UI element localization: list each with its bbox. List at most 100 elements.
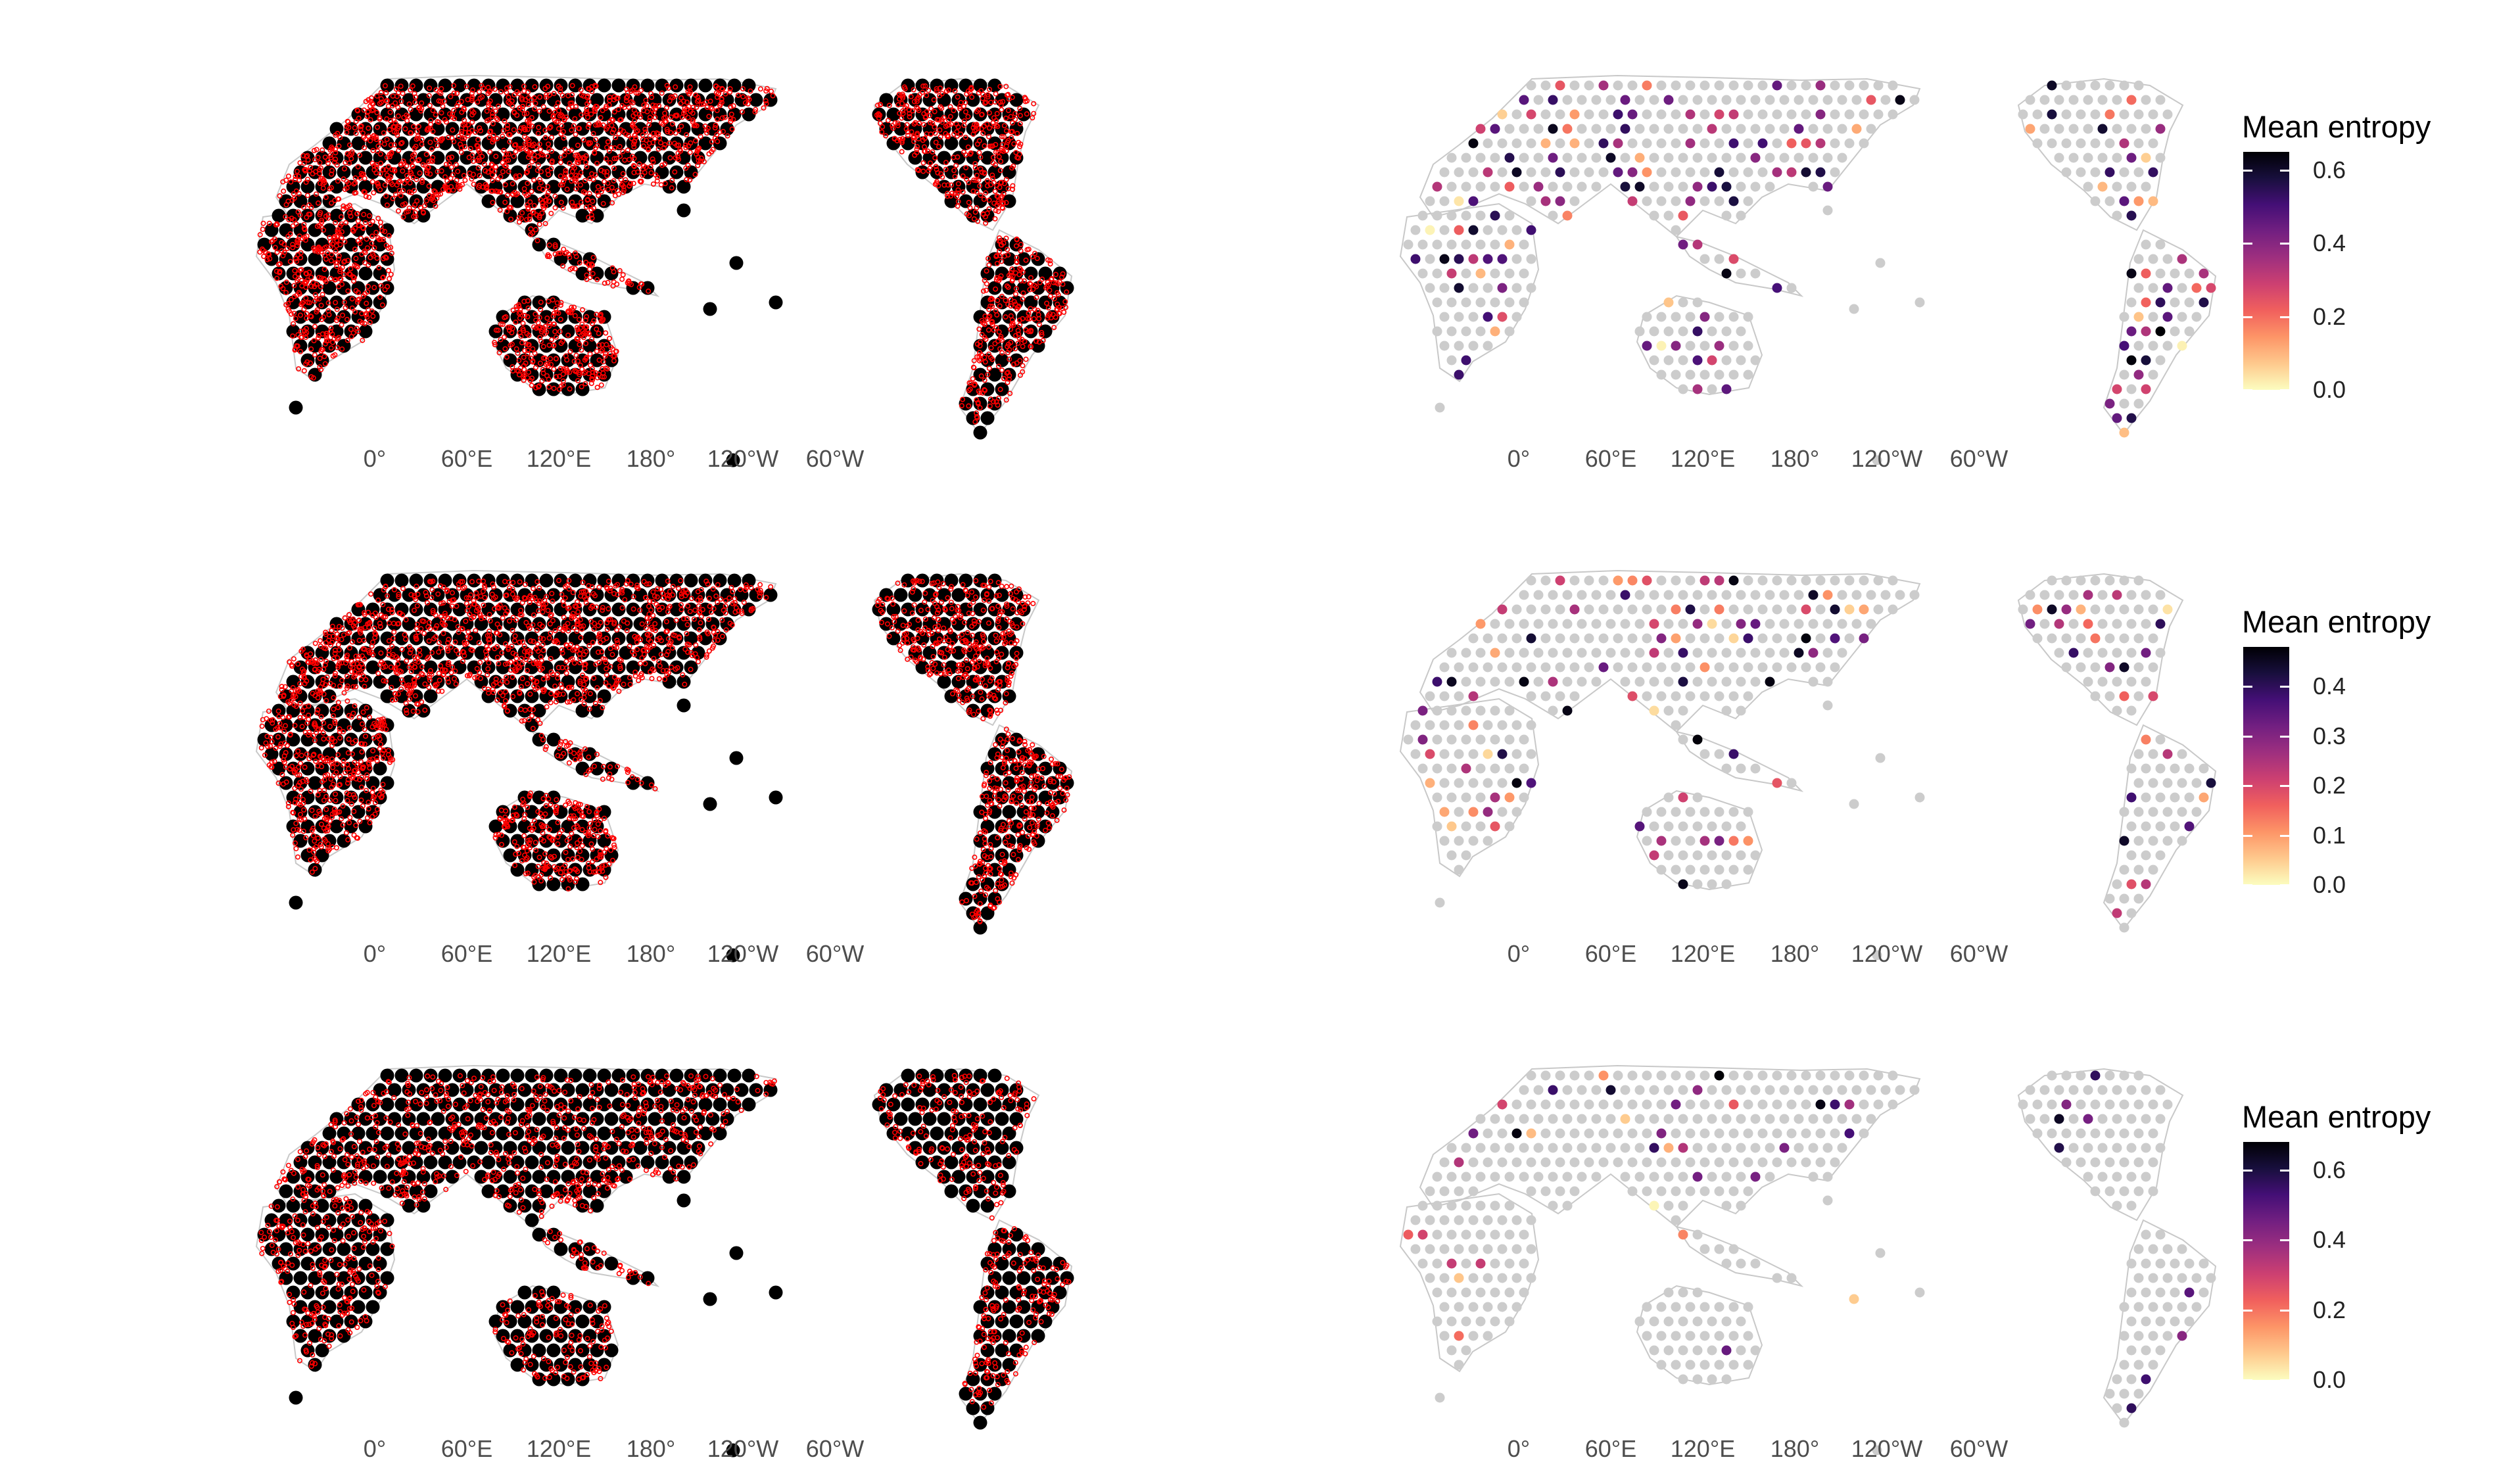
occurrence-point	[530, 230, 536, 236]
grid-point	[460, 588, 474, 602]
occurrence-point	[1018, 267, 1024, 273]
entropy-point	[1410, 254, 1421, 264]
occurrence-point	[524, 202, 530, 208]
occurrence-point	[600, 201, 606, 206]
grid-point	[886, 631, 901, 646]
occurrence-point	[520, 326, 526, 332]
occurrence-point	[453, 162, 459, 168]
entropy-point	[1642, 109, 1652, 120]
entropy-point	[2162, 283, 2173, 293]
occurrence-point	[526, 342, 532, 348]
occurrence-point	[617, 144, 623, 150]
occurrence-point	[997, 168, 1003, 174]
entropy-point	[2155, 326, 2166, 337]
occurrence-point	[336, 253, 342, 259]
occurrence-point	[994, 183, 1000, 189]
entropy-point	[1461, 326, 1471, 337]
occurrence-point	[281, 188, 287, 194]
occurrence-point	[569, 127, 575, 133]
occurrence-point	[583, 331, 589, 337]
occurrence-point	[974, 172, 980, 178]
entropy-point	[2155, 355, 2166, 366]
grid-point	[329, 295, 344, 310]
occurrence-point	[560, 371, 566, 377]
occurrence-point	[266, 708, 272, 714]
entropy-point	[1417, 239, 1428, 250]
entropy-point	[1497, 167, 1508, 178]
occurrence-point	[995, 580, 1001, 586]
occurrence-point	[401, 114, 407, 120]
entropy-point	[2112, 181, 2122, 192]
entropy-point	[1736, 124, 1746, 134]
longitude-tick-label: 120°E	[527, 445, 591, 472]
entropy-point	[1577, 124, 1587, 134]
occurrence-point	[604, 145, 609, 151]
entropy-point	[1837, 153, 1847, 163]
entropy-point	[1873, 109, 1884, 120]
occurrence-point	[908, 93, 914, 99]
occurrence-point	[513, 304, 519, 310]
occurrence-point	[479, 615, 485, 621]
occurrence-point	[554, 104, 559, 110]
occurrence-point	[525, 192, 531, 198]
occurrence-point	[383, 193, 389, 199]
occurrence-point	[273, 746, 279, 751]
occurrence-point	[369, 756, 375, 762]
occurrence-point	[567, 369, 573, 375]
occurrence-point	[302, 279, 308, 285]
occurrence-point	[668, 114, 674, 120]
occurrence-point	[631, 156, 637, 162]
occurrence-point	[932, 130, 938, 136]
occurrence-point	[999, 258, 1005, 264]
occurrence-point	[371, 190, 377, 196]
occurrence-point	[986, 262, 992, 268]
occurrence-point	[567, 254, 573, 260]
occurrence-point	[560, 382, 566, 388]
entropy-point	[2112, 413, 2122, 423]
entropy-point	[1605, 95, 1616, 105]
occurrence-point	[346, 142, 352, 148]
occurrence-point	[980, 288, 986, 294]
occurrence-point	[1026, 247, 1032, 252]
occurrence-point	[587, 204, 593, 210]
occurrence-point	[960, 396, 966, 402]
occurrence-point	[376, 265, 382, 271]
occurrence-point	[535, 162, 541, 168]
occurrence-point	[323, 331, 329, 337]
occurrence-point	[556, 250, 561, 256]
occurrence-point	[631, 138, 637, 144]
occurrence-point	[315, 835, 321, 841]
entropy-point	[1562, 124, 1573, 134]
occurrence-point	[594, 375, 600, 381]
grid-point	[322, 223, 337, 237]
occurrence-point	[544, 193, 550, 199]
occurrence-point	[461, 135, 467, 141]
occurrence-point	[911, 87, 916, 93]
occurrence-point	[611, 279, 617, 285]
occurrence-point	[392, 167, 398, 173]
entropy-point	[2047, 80, 2057, 91]
grid-point	[944, 602, 959, 617]
occurrence-point	[1047, 287, 1053, 293]
occurrence-point	[321, 275, 327, 281]
occurrence-point	[303, 295, 309, 301]
occurrence-point	[323, 807, 329, 813]
occurrence-point	[959, 662, 965, 668]
occurrence-point	[485, 672, 490, 678]
entropy-point	[2104, 196, 2115, 206]
occurrence-point	[503, 314, 509, 320]
occurrence-point	[604, 103, 609, 109]
entropy-point	[1671, 341, 1681, 351]
occurrence-point	[374, 758, 380, 764]
entropy-point	[2097, 181, 2108, 192]
occurrence-point	[443, 161, 449, 167]
occurrence-point	[589, 366, 595, 372]
occurrence-point	[1015, 341, 1021, 346]
occurrence-point	[571, 358, 577, 364]
grid-point	[474, 675, 488, 689]
occurrence-point	[363, 99, 369, 105]
occurrence-point	[508, 324, 513, 330]
occurrence-point	[1010, 277, 1016, 283]
occurrence-point	[963, 99, 968, 105]
occurrence-point	[684, 132, 690, 138]
